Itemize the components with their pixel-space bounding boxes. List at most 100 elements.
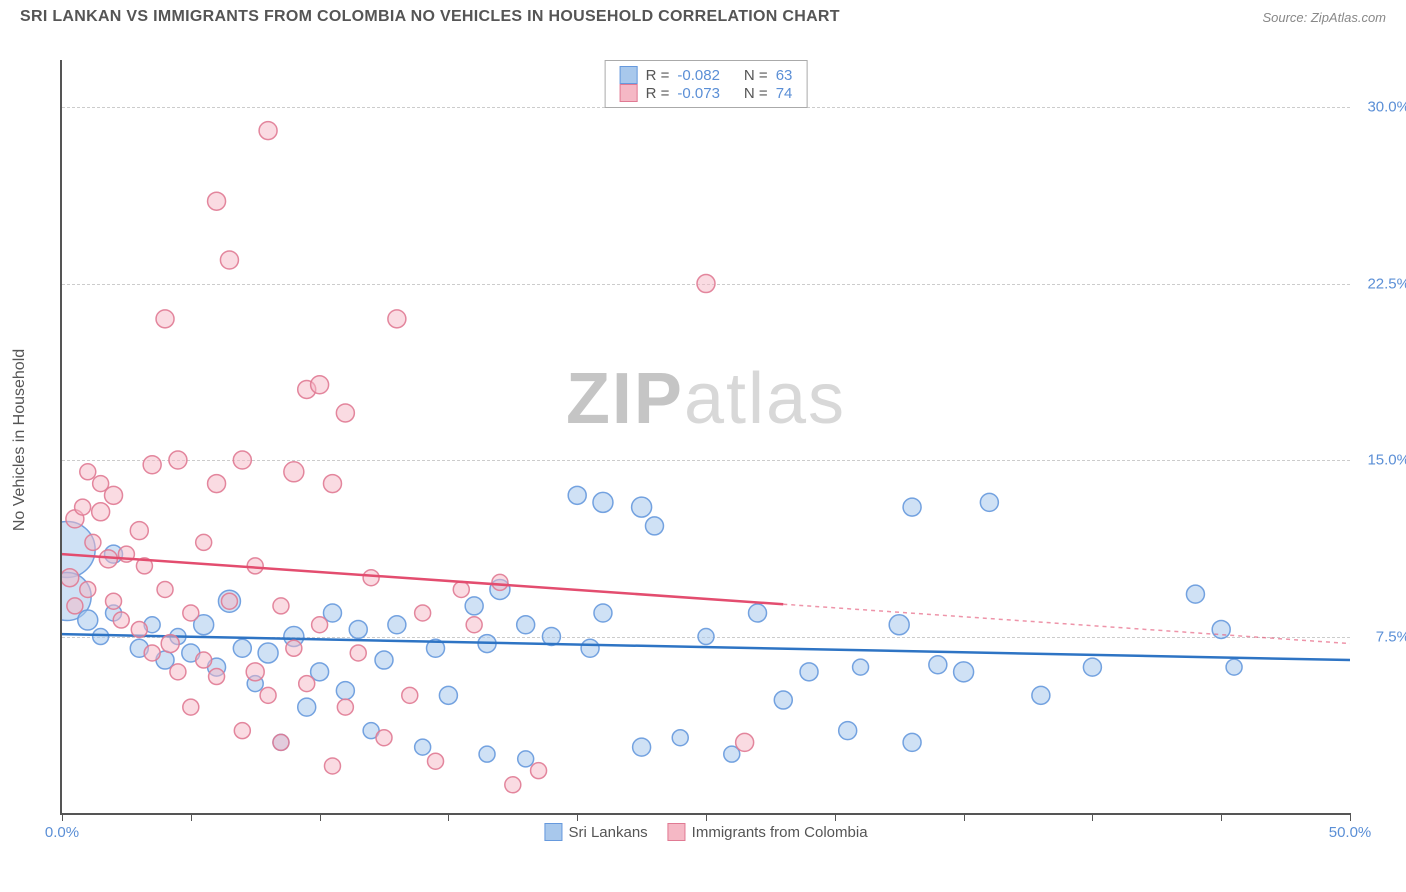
data-point: [284, 462, 304, 482]
data-point: [234, 723, 250, 739]
series-legend: Sri Lankans Immigrants from Colombia: [544, 823, 867, 841]
y-tick-label: 7.5%: [1376, 628, 1406, 645]
data-point: [196, 534, 212, 550]
data-point: [645, 517, 663, 535]
data-point: [903, 733, 921, 751]
data-point: [62, 569, 79, 587]
data-point: [736, 733, 754, 751]
data-point: [517, 616, 535, 634]
data-point: [1226, 659, 1242, 675]
n-value-0: 63: [776, 67, 793, 84]
data-point: [479, 746, 495, 762]
data-point: [337, 699, 353, 715]
chart-title: SRI LANKAN VS IMMIGRANTS FROM COLOMBIA N…: [20, 8, 840, 26]
data-point: [518, 751, 534, 767]
data-point: [593, 492, 613, 512]
n-label-0: N =: [744, 67, 768, 84]
data-point: [633, 738, 651, 756]
data-point: [220, 251, 238, 269]
data-point: [144, 645, 160, 661]
data-point: [85, 534, 101, 550]
data-point: [853, 659, 869, 675]
swatch-series-1: [620, 84, 638, 102]
data-point: [903, 498, 921, 516]
y-axis-label: No Vehicles in Household: [11, 349, 29, 531]
data-point: [324, 758, 340, 774]
data-point: [208, 192, 226, 210]
plot-svg: [62, 60, 1350, 813]
y-tick-label: 22.5%: [1367, 275, 1406, 292]
data-point: [568, 486, 586, 504]
data-point: [209, 669, 225, 685]
data-point: [376, 730, 392, 746]
data-point: [286, 640, 302, 656]
data-point: [260, 687, 276, 703]
swatch-series-0: [620, 66, 638, 84]
data-point: [594, 604, 612, 622]
data-point: [233, 451, 251, 469]
legend-label-1: Immigrants from Colombia: [692, 824, 868, 841]
data-point: [78, 610, 98, 630]
data-point: [259, 122, 277, 140]
data-point: [246, 663, 264, 681]
data-point: [774, 691, 792, 709]
data-point: [531, 763, 547, 779]
data-point: [80, 464, 96, 480]
data-point: [980, 493, 998, 511]
data-point: [632, 497, 652, 517]
data-point: [388, 310, 406, 328]
data-point: [169, 451, 187, 469]
data-point: [349, 620, 367, 638]
data-point: [363, 570, 379, 586]
trend-line-dashed: [783, 604, 1350, 643]
r-value-0: -0.082: [677, 67, 720, 84]
data-point: [466, 617, 482, 633]
data-point: [131, 621, 147, 637]
data-point: [196, 652, 212, 668]
data-point: [402, 687, 418, 703]
legend-label-0: Sri Lankans: [568, 824, 647, 841]
n-value-1: 74: [776, 85, 793, 102]
chart-container: No Vehicles in Household ZIPatlas R = -0…: [50, 45, 1370, 835]
x-tick-label: 0.0%: [45, 824, 79, 841]
data-point: [1083, 658, 1101, 676]
data-point: [800, 663, 818, 681]
data-point: [581, 639, 599, 657]
data-point: [156, 310, 174, 328]
data-point: [492, 574, 508, 590]
data-point: [312, 617, 328, 633]
data-point: [106, 593, 122, 609]
title-bar: SRI LANKAN VS IMMIGRANTS FROM COLOMBIA N…: [0, 0, 1406, 30]
data-point: [67, 598, 83, 614]
r-value-1: -0.073: [677, 85, 720, 102]
r-label-0: R =: [646, 67, 670, 84]
data-point: [113, 612, 129, 628]
data-point: [697, 275, 715, 293]
data-point: [672, 730, 688, 746]
data-point: [93, 629, 109, 645]
data-point: [1212, 620, 1230, 638]
source-label: Source: ZipAtlas.com: [1262, 10, 1386, 25]
data-point: [375, 651, 393, 669]
stats-row-0: R = -0.082 N = 63: [620, 66, 793, 84]
data-point: [415, 605, 431, 621]
trend-line: [62, 554, 783, 604]
y-tick-label: 30.0%: [1367, 99, 1406, 116]
data-point: [161, 635, 179, 653]
data-point: [1186, 585, 1204, 603]
r-label-1: R =: [646, 85, 670, 102]
data-point: [258, 643, 278, 663]
data-point: [453, 581, 469, 597]
legend-swatch-1: [668, 823, 686, 841]
data-point: [889, 615, 909, 635]
data-point: [465, 597, 483, 615]
data-point: [1032, 686, 1050, 704]
data-point: [143, 456, 161, 474]
y-tick-label: 15.0%: [1367, 452, 1406, 469]
legend-item-0: Sri Lankans: [544, 823, 647, 841]
data-point: [350, 645, 366, 661]
data-point: [247, 558, 263, 574]
data-point: [749, 604, 767, 622]
data-point: [208, 475, 226, 493]
data-point: [298, 698, 316, 716]
